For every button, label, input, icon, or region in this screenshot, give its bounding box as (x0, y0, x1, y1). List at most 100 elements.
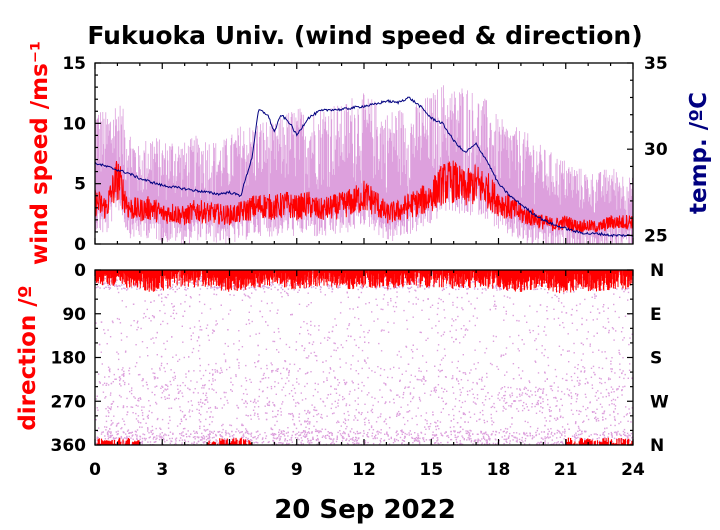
gust-direction-point (121, 374, 123, 376)
gust-direction-point (479, 411, 481, 414)
gust-direction-point (395, 438, 398, 441)
gust-direction-point (325, 437, 327, 439)
gust-direction-point (233, 287, 235, 290)
gust-direction-point (285, 292, 288, 294)
gust-direction-point (455, 288, 457, 291)
gust-direction-point (110, 432, 112, 435)
gust-direction-point (347, 443, 350, 445)
gust-direction-point (304, 436, 306, 438)
gust-direction-point (555, 443, 558, 445)
gust-direction-point (220, 367, 222, 369)
gust-direction-point (415, 436, 418, 439)
gust-direction-point (480, 432, 482, 434)
gust-direction-point (573, 385, 576, 388)
gust-direction-point (135, 404, 137, 407)
gust-direction-point (453, 426, 455, 428)
gust-direction-point (352, 355, 354, 357)
gust-direction-point (417, 440, 419, 442)
gust-direction-point (437, 439, 439, 441)
gust-direction-point (457, 435, 459, 438)
gust-direction-point (356, 439, 358, 442)
gust-direction-point (240, 385, 243, 387)
gust-direction-point (491, 405, 494, 408)
gust-direction-point (558, 300, 560, 302)
gust-direction-point (268, 401, 270, 404)
gust-direction-point (329, 368, 332, 370)
gust-direction-point (345, 419, 347, 422)
gust-direction-point (477, 440, 479, 443)
gust-direction-point (390, 437, 392, 440)
gust-direction-point (117, 437, 120, 439)
gust-direction-point (509, 440, 511, 442)
gust-direction-point (499, 399, 501, 401)
gust-direction-point (624, 434, 626, 436)
gust-direction-point (200, 275, 203, 278)
gust-direction-point (545, 285, 547, 287)
gust-direction-point (429, 306, 432, 308)
gust-direction-point (339, 433, 342, 435)
x-tick-label: 6 (224, 460, 236, 480)
gust-direction-point (326, 434, 329, 436)
gust-direction-point (372, 442, 375, 445)
gust-direction-point (143, 433, 146, 436)
gust-direction-point (551, 431, 553, 434)
gust-direction-point (629, 337, 631, 339)
gust-direction-point (182, 428, 185, 430)
gust-direction-point (565, 312, 568, 314)
gust-direction-point (223, 404, 225, 406)
gust-direction-point (438, 428, 440, 430)
gust-direction-point (358, 432, 360, 434)
gust-direction-point (600, 382, 603, 385)
gust-direction-point (209, 416, 211, 418)
gust-direction-point (396, 291, 398, 293)
gust-direction-point (122, 438, 124, 440)
gust-direction-point (577, 436, 579, 439)
direction-tick-label: 90 (62, 305, 86, 325)
gust-direction-point (293, 363, 296, 366)
gust-direction-point (263, 291, 266, 293)
gust-direction-point (594, 373, 596, 376)
gust-direction-point (330, 438, 333, 440)
gust-direction-point (511, 394, 514, 397)
gust-direction-point (602, 433, 604, 436)
gust-direction-point (560, 441, 563, 443)
gust-direction-point (364, 360, 366, 362)
gust-direction-point (458, 431, 461, 434)
gust-direction-point (109, 435, 111, 437)
gust-direction-point (337, 287, 339, 289)
gust-direction-point (328, 287, 330, 289)
gust-direction-point (201, 439, 203, 441)
gust-direction-point (261, 442, 263, 444)
gust-direction-point (497, 397, 499, 400)
gust-direction-point (130, 389, 133, 392)
gust-direction-point (489, 362, 492, 365)
gust-direction-point (248, 322, 251, 325)
gust-direction-point (231, 438, 233, 440)
gust-direction-point (138, 421, 140, 424)
gust-direction-point (626, 413, 629, 415)
gust-direction-point (107, 286, 110, 288)
gust-direction-point (245, 428, 247, 430)
gust-direction-point (286, 377, 288, 379)
gust-direction-point (435, 425, 437, 428)
gust-direction-point (99, 287, 101, 289)
gust-direction-point (184, 439, 186, 441)
gust-direction-point (587, 418, 590, 421)
gust-direction-point (95, 419, 97, 421)
gust-direction-point (215, 362, 217, 365)
gust-direction-point (319, 441, 321, 443)
gust-direction-point (354, 433, 357, 435)
gust-direction-point (614, 372, 616, 374)
gust-direction-point (437, 344, 440, 346)
gust-direction-point (289, 363, 291, 365)
gust-direction-point (396, 354, 399, 356)
gust-direction-point (159, 310, 161, 312)
gust-direction-point (271, 428, 274, 431)
gust-direction-point (346, 283, 349, 285)
gust-direction-point (560, 441, 562, 443)
gust-direction-point (386, 289, 389, 291)
gust-direction-point (407, 363, 410, 365)
gust-direction-point (524, 440, 526, 442)
gust-direction-point (250, 418, 252, 420)
gust-direction-point (107, 384, 110, 386)
